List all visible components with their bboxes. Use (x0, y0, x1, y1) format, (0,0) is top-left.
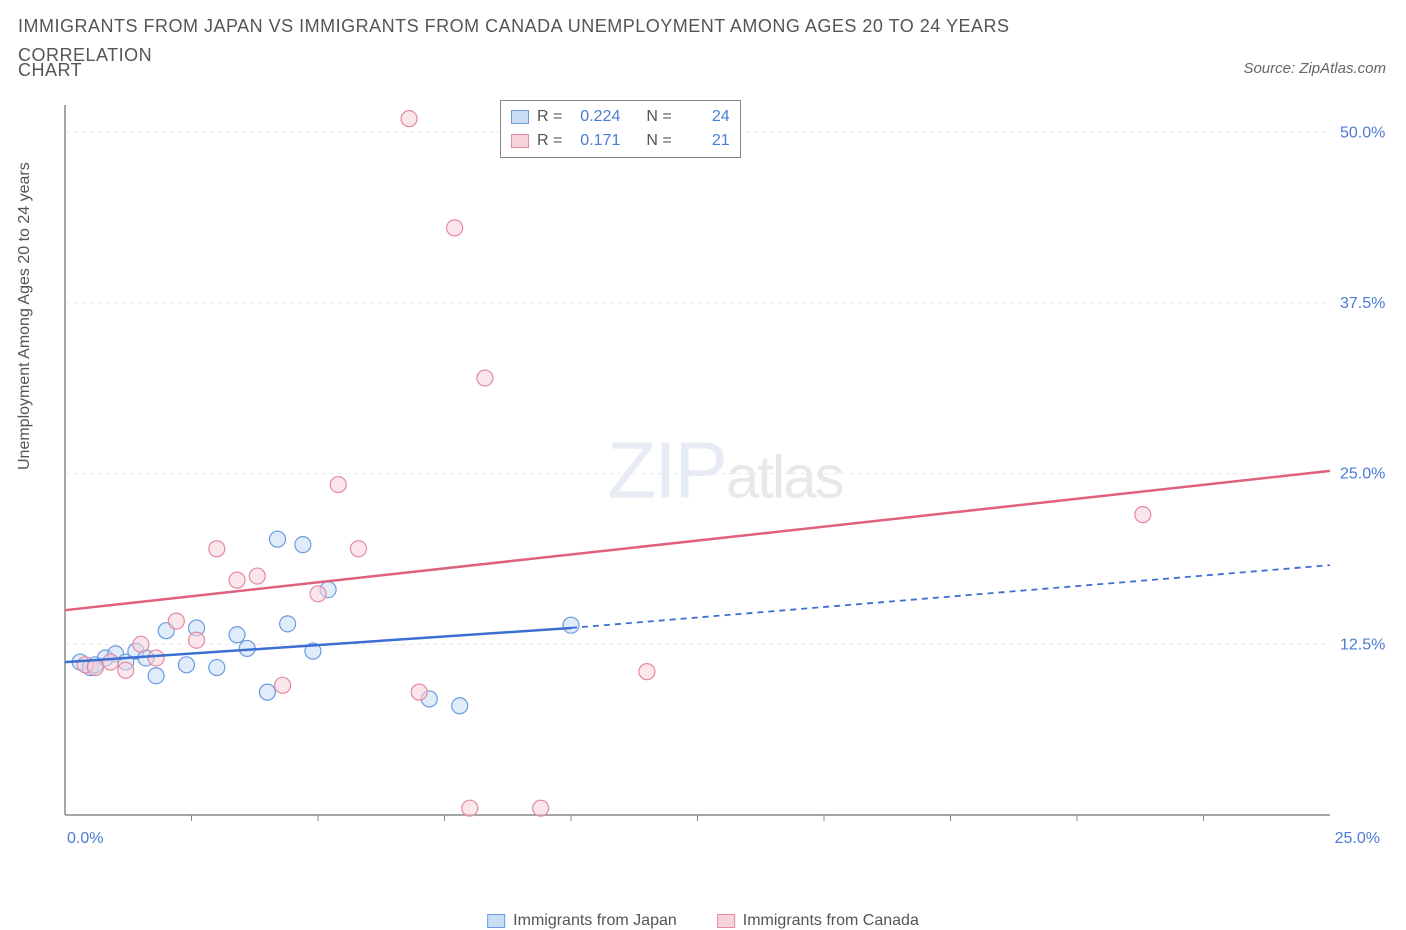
svg-text:0.0%: 0.0% (67, 830, 103, 847)
stats-row-japan: R = 0.224 N = 24 (511, 105, 730, 129)
legend-item-japan: Immigrants from Japan (487, 912, 677, 930)
legend-label-japan: Immigrants from Japan (513, 912, 677, 930)
stat-r-label: R = (537, 132, 562, 150)
svg-text:25.0%: 25.0% (1340, 466, 1385, 483)
source-attribution: Source: ZipAtlas.com (1243, 60, 1386, 77)
stats-row-canada: R = 0.171 N = 21 (511, 129, 730, 153)
legend-label-canada: Immigrants from Canada (743, 912, 919, 930)
svg-text:50.0%: 50.0% (1340, 124, 1385, 141)
stat-r-canada: 0.171 (570, 132, 620, 150)
legend-swatch-canada (717, 914, 735, 928)
stat-n-japan: 24 (680, 108, 730, 126)
swatch-canada (511, 134, 529, 148)
stat-r-japan: 0.224 (570, 108, 620, 126)
bottom-legend: Immigrants from Japan Immigrants from Ca… (487, 912, 919, 930)
y-axis-label: Unemployment Among Ages 20 to 24 years (16, 162, 34, 470)
chart-area: ZIPatlas 12.5%25.0%37.5%50.0%0.0%25.0% (60, 100, 1390, 850)
stat-n-label: N = (646, 132, 671, 150)
stat-n-label: N = (646, 108, 671, 126)
correlation-stats-box: R = 0.224 N = 24 R = 0.171 N = 21 (500, 100, 741, 158)
legend-swatch-japan (487, 914, 505, 928)
chart-title: IMMIGRANTS FROM JAPAN VS IMMIGRANTS FROM… (18, 12, 1118, 70)
svg-text:12.5%: 12.5% (1340, 636, 1385, 653)
swatch-japan (511, 110, 529, 124)
stat-r-label: R = (537, 108, 562, 126)
legend-item-canada: Immigrants from Canada (717, 912, 919, 930)
stat-n-canada: 21 (680, 132, 730, 150)
chart-subtitle: CHART (18, 60, 82, 81)
svg-text:37.5%: 37.5% (1340, 295, 1385, 312)
svg-text:25.0%: 25.0% (1335, 830, 1380, 847)
scatter-plot: 12.5% 25.0% 37.5% 50.0% 0.0% 25.0% (60, 100, 1390, 850)
